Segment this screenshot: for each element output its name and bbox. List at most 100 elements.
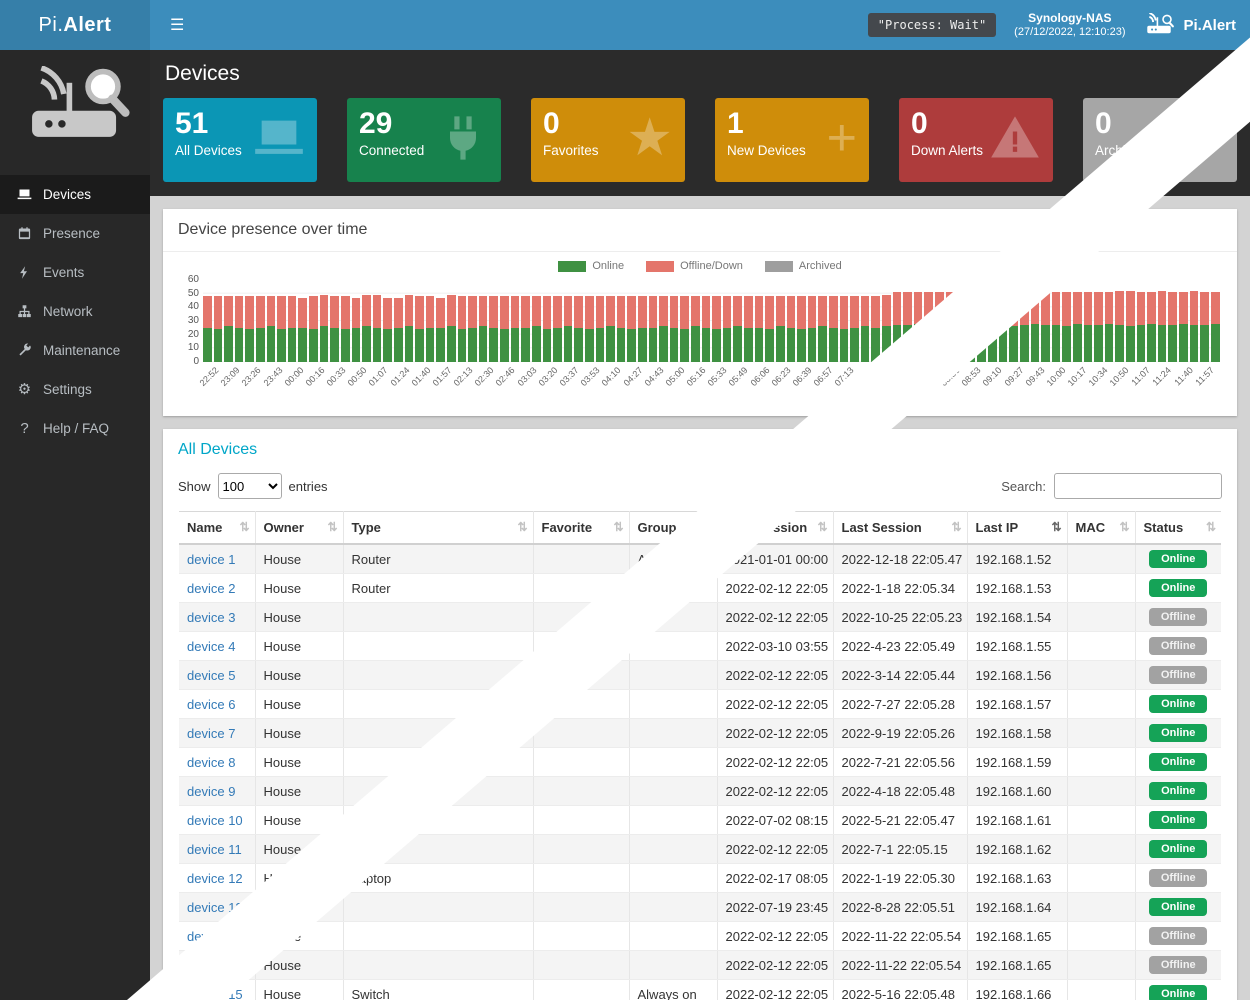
device-link[interactable]: device 13 [187,899,243,915]
chart-bar [606,296,615,362]
sidebar-item-help-faq[interactable]: ? Help / FAQ [0,409,150,448]
sort-icon[interactable]: ⇅ [239,520,250,534]
cell-first-session: 2022-02-12 22:05 [717,834,834,864]
col-header-last-ip[interactable]: Last IP ⇅ [967,511,1068,545]
cell-type: Router [343,573,534,603]
col-header-label: Last IP [975,520,1019,535]
col-header-favorite[interactable]: Favorite ⇅ [533,511,630,545]
summary-card-all-devices[interactable]: 51 All Devices [163,98,317,182]
entries-select[interactable]: 100 [217,473,282,499]
sort-icon[interactable]: ⇅ [1051,520,1062,534]
device-link[interactable]: device 7 [187,725,236,741]
cell-favorite [533,921,630,951]
summary-card-new-devices[interactable]: 1 New Devices + [715,98,869,182]
col-header-last-session[interactable]: Last Session ⇅ [833,511,968,545]
sidebar-item-events[interactable]: Events [0,253,150,292]
chart-plot-area [203,280,1220,362]
cell-mac [1067,631,1136,661]
x-tick: 08:53 [960,362,986,408]
sidebar-item-maintenance[interactable]: Maintenance [0,331,150,370]
cell-type [343,921,534,951]
device-link[interactable]: device 14 [187,928,243,944]
table-row[interactable]: device 1 House Router Always on 2021-01-01 0… [179,544,1221,574]
sort-icon[interactable]: ⇅ [1119,520,1130,534]
sidebar-item-network[interactable]: Network [0,292,150,331]
legend-item-online: Online [558,260,624,272]
sort-icon[interactable]: ⇅ [701,520,712,534]
cell-type [343,747,534,777]
device-link[interactable]: device 14 [187,957,243,973]
device-link[interactable]: device 9 [187,783,236,799]
device-link[interactable]: device 10 [187,812,243,828]
chart-bar [256,296,265,362]
device-link[interactable]: device 12 [187,870,243,886]
table-row[interactable]: device 3 House 2022-02-12 22:05 2022-10-25 … [179,602,1221,632]
summary-card-connected[interactable]: 29 Connected [347,98,501,182]
col-header-group[interactable]: Group ⇅ [629,511,718,545]
table-row[interactable]: device 15 House Switch Always on 2022-02-12 … [179,979,1221,1000]
cell-first-session: 2022-02-12 22:05 [717,747,834,777]
device-link[interactable]: device 8 [187,754,236,770]
device-link[interactable]: device 15 [187,986,243,1000]
sidebar-toggle-icon[interactable]: ☰ [170,17,185,34]
col-header-owner[interactable]: Owner ⇅ [255,511,344,545]
chart-bar [245,296,255,362]
table-row[interactable]: device 7 House 2022-02-12 22:05 2022-9-19 2… [179,718,1221,748]
table-row[interactable]: device 8 House 2022-02-12 22:05 2022-7-21 2… [179,747,1221,777]
cell-last-ip: 192.168.1.55 [967,631,1068,661]
sort-icon[interactable]: ⇅ [517,520,528,534]
device-link[interactable]: device 4 [187,638,236,654]
summary-card-favorites[interactable]: 0 Favorites ★ [531,98,685,182]
sort-icon[interactable]: ⇅ [817,520,828,534]
legend-label: Offline/Down [680,260,743,272]
table-row[interactable]: device 12 House Laptop 2022-02-17 08:05 2022… [179,863,1221,893]
cell-owner: House [255,979,344,1000]
sort-icon[interactable]: ⇅ [951,520,962,534]
col-header-name[interactable]: Name ⇅ [179,511,256,545]
table-row[interactable]: device 14 House 2022-02-12 22:05 2022-11-22… [179,921,1221,951]
table-row[interactable]: device 9 House 2022-02-12 22:05 2022-4-18 2… [179,776,1221,806]
table-row[interactable]: device 10 House 2022-07-02 08:15 2022-5-21 … [179,805,1221,835]
cell-type [343,631,534,661]
device-link[interactable]: device 3 [187,609,236,625]
device-link[interactable]: device 11 [187,841,242,857]
table-row[interactable]: device 13 House 2022-07-19 23:45 2022-8-28 … [179,892,1221,922]
top-header: Pi. Alert ☰ "Process: Wait" Synology-NAS … [0,0,1250,50]
device-link[interactable]: device 5 [187,667,236,683]
x-tick: 03:37 [558,362,584,408]
chart-panel-title: Device presence over time [163,209,1237,252]
table-row[interactable]: device 2 House Router 2022-02-12 22:05 2022-… [179,573,1221,603]
table-row[interactable]: device 14 House 2022-02-12 22:05 2022-11-22… [179,950,1221,980]
col-header-mac[interactable]: MAC ⇅ [1067,511,1136,545]
sort-icon[interactable]: ⇅ [613,520,624,534]
sidebar-item-presence[interactable]: Presence [0,214,150,253]
cell-owner: House [255,863,344,893]
device-link[interactable]: device 1 [187,551,236,567]
col-header-status[interactable]: Status ⇅ [1135,511,1221,545]
sort-icon[interactable]: ⇅ [327,520,338,534]
header-brand[interactable]: Pi.Alert [1143,13,1236,37]
col-header-first-session[interactable]: First Session ⇅ [717,511,834,545]
col-header-type[interactable]: Type ⇅ [343,511,534,545]
summary-card-down-alerts[interactable]: 0 Down Alerts [899,98,1053,182]
table-row[interactable]: device 11 House 2022-02-12 22:05 2022-7-1 2… [179,834,1221,864]
summary-card-archived[interactable]: 0 Archived [1083,98,1237,182]
sort-icon[interactable]: ⇅ [1205,520,1216,534]
x-tick: 05:16 [685,362,711,408]
search-input[interactable] [1054,473,1222,499]
device-link[interactable]: device 2 [187,580,236,596]
app-logo[interactable]: Pi. Alert [0,0,150,50]
cell-type [343,834,534,864]
col-header-label: First Session [725,520,808,535]
device-link[interactable]: device 6 [187,696,236,712]
sidebar-item-devices[interactable]: Devices [0,175,150,214]
col-header-label: Owner [263,520,304,535]
table-row[interactable]: device 4 House 2022-03-10 03:55 2022-4-23 2… [179,631,1221,661]
col-header-label: Type [351,520,381,535]
cell-favorite [533,834,630,864]
sidebar-item-settings[interactable]: ⚙ Settings [0,370,150,409]
table-row[interactable]: device 6 House 2022-02-12 22:05 2022-7-27 2… [179,689,1221,719]
table-row[interactable]: device 5 House 2022-02-12 22:05 2022-3-14 2… [179,660,1221,690]
chart-bar [744,296,753,362]
status-badge: Online [1149,724,1208,742]
